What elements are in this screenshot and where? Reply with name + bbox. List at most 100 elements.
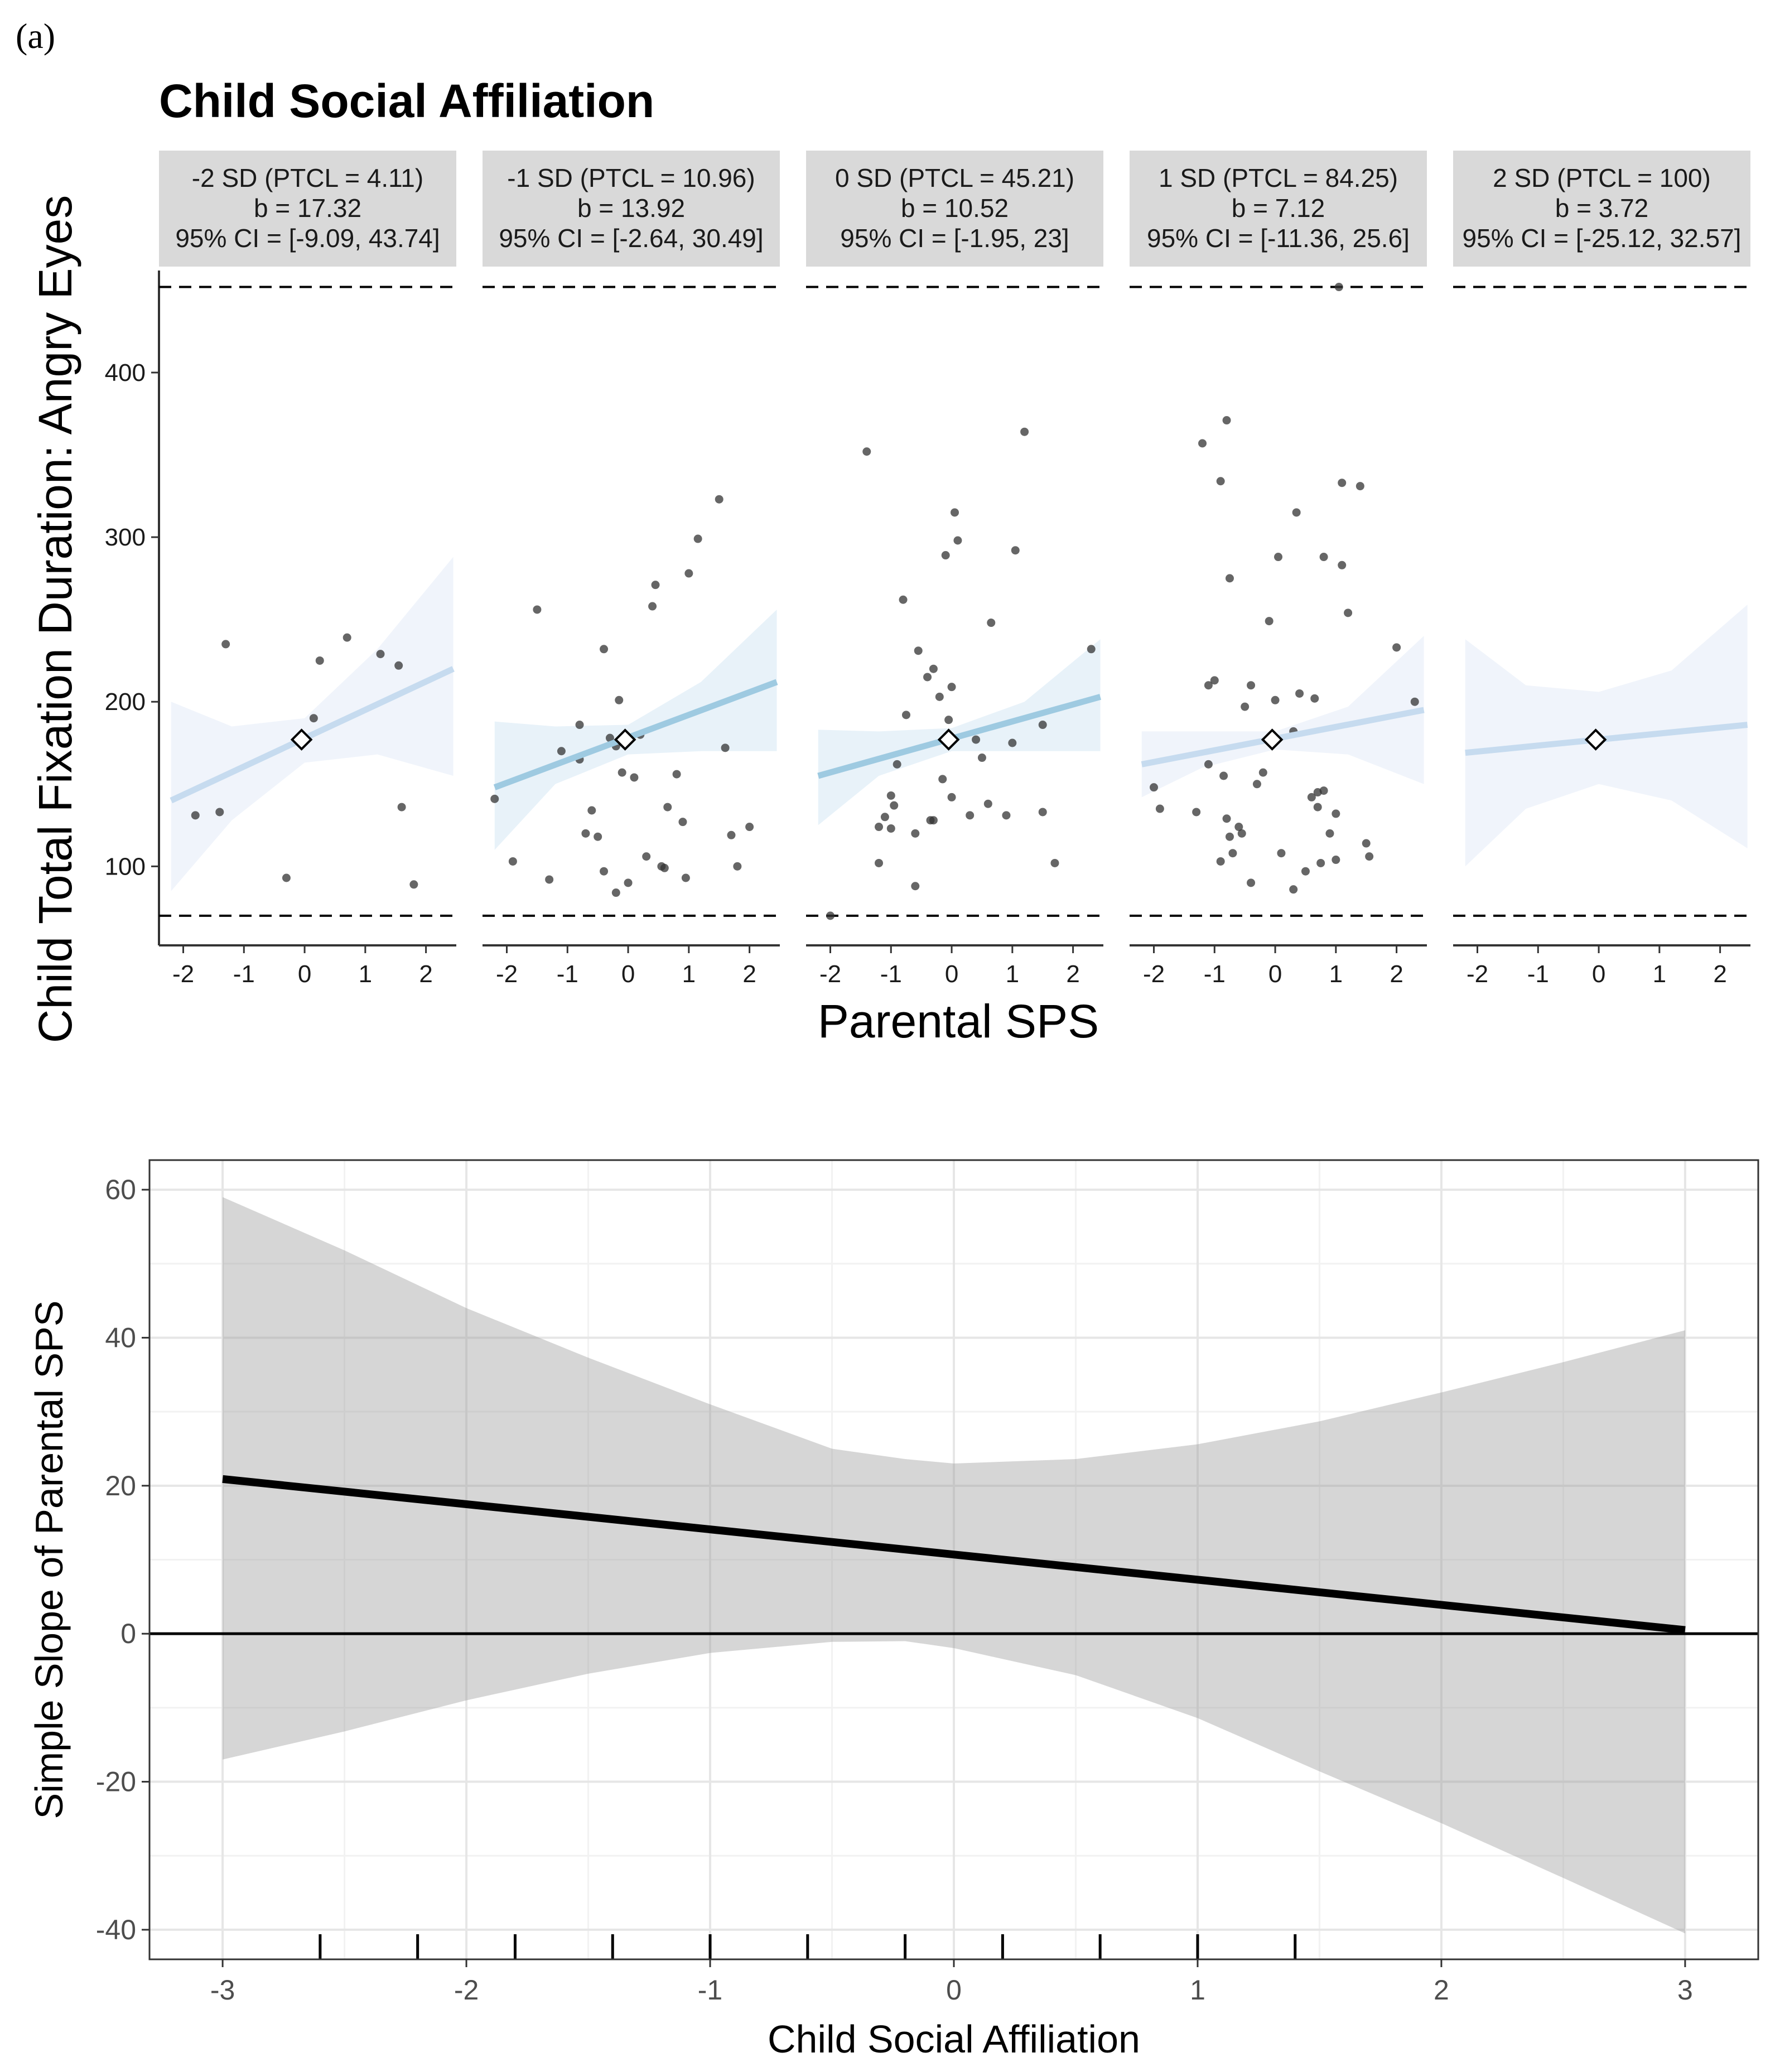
data-point [1038, 721, 1047, 730]
facet-strip-label: b = 13.92 [577, 194, 685, 223]
x-tick-label: -2 [454, 1974, 479, 2006]
data-point [1204, 760, 1213, 769]
data-point [1344, 608, 1353, 617]
data-point [947, 793, 956, 801]
data-point [575, 721, 584, 730]
x-tick-label: 0 [946, 1974, 962, 2006]
data-point [1274, 553, 1282, 562]
data-point [886, 791, 895, 800]
data-point [1198, 439, 1207, 448]
regression-line [817, 694, 1102, 779]
data-point [309, 714, 318, 723]
regression-line [493, 679, 778, 790]
data-point [972, 735, 981, 744]
data-point [721, 743, 730, 752]
data-point [1334, 283, 1343, 292]
data-point [1192, 808, 1201, 817]
data-point [745, 823, 754, 832]
data-point [681, 873, 690, 882]
data-point [508, 857, 517, 866]
x-tick-label: 0 [945, 960, 958, 988]
x-tick-label: 2 [1066, 960, 1079, 988]
data-point [672, 770, 681, 779]
panel-label: (a) [16, 16, 55, 56]
mean-diamond-marker [1584, 728, 1607, 751]
data-point [581, 829, 590, 838]
x-tick-label: 2 [1390, 960, 1403, 988]
confidence-band [818, 639, 1101, 825]
confidence-band [1141, 636, 1424, 798]
data-point [947, 683, 956, 692]
data-point [490, 794, 499, 803]
data-point [875, 823, 884, 832]
data-point [587, 806, 596, 815]
data-point [1222, 416, 1231, 425]
data-point [901, 711, 910, 719]
x-tick-label: 2 [1713, 960, 1726, 988]
data-point [1277, 849, 1286, 858]
data-point [663, 803, 672, 812]
x-axis-title: Parental SPS [818, 995, 1099, 1047]
y-tick-label: -40 [96, 1914, 136, 1945]
data-point [826, 911, 835, 920]
x-tick-label: 1 [359, 960, 372, 988]
data-point [660, 863, 669, 872]
data-point [1338, 479, 1347, 487]
data-point [1252, 780, 1261, 789]
facet-strip-label: 95% CI = [-2.64, 30.49] [499, 224, 763, 253]
regression-line [1465, 722, 1748, 756]
y-tick-label: 100 [105, 853, 146, 880]
data-point [1319, 553, 1328, 562]
mean-diamond-marker [1261, 728, 1284, 751]
data-point [394, 661, 403, 670]
data-point [533, 605, 542, 614]
data-point [1210, 676, 1219, 685]
mean-diamond-marker [614, 728, 636, 751]
data-point [1289, 885, 1298, 894]
facet-strip-label: -2 SD (PTCL = 4.11) [192, 163, 423, 192]
x-tick-label: -2 [496, 960, 518, 988]
data-point [1155, 804, 1164, 813]
data-point [693, 534, 702, 543]
data-point [886, 824, 895, 833]
data-point [1008, 738, 1017, 747]
y-tick-label: 300 [105, 524, 146, 551]
confidence-band [494, 609, 777, 850]
facet-strip-label: -1 SD (PTCL = 10.96) [507, 163, 755, 192]
data-point [1338, 561, 1347, 569]
x-tick-label: -1 [698, 1974, 722, 2006]
data-point [893, 760, 901, 769]
x-tick-label: 2 [1434, 1974, 1449, 2006]
facet-strip [159, 151, 456, 267]
data-point [1332, 809, 1340, 818]
data-point [1307, 793, 1316, 801]
data-point [605, 733, 614, 742]
data-point [678, 818, 687, 827]
data-point [1332, 856, 1340, 864]
data-point [630, 773, 639, 782]
x-tick-label: -2 [1467, 960, 1488, 988]
x-tick-label: -1 [557, 960, 578, 988]
mean-diamond-marker [290, 728, 313, 751]
x-tick-label: -1 [880, 960, 902, 988]
x-tick-label: 3 [1677, 1974, 1693, 2006]
facet-strip-label: 95% CI = [-1.95, 23] [840, 224, 1069, 253]
x-tick-label: -2 [819, 960, 841, 988]
data-point [1319, 786, 1328, 795]
data-point [1038, 808, 1047, 817]
y-tick-label: 200 [105, 688, 146, 716]
mean-diamond-marker [937, 728, 960, 751]
data-point [929, 664, 938, 673]
data-point [1011, 546, 1020, 555]
data-point [1310, 694, 1319, 703]
data-point [1225, 574, 1234, 583]
data-point [727, 830, 736, 839]
simple-slope-chart: -3 -2 -1 0 1 2 3 -40 -20 0 20 40 60 [96, 1159, 1759, 2006]
data-point [951, 508, 959, 517]
regression-line [170, 666, 455, 804]
data-point [1216, 857, 1225, 866]
data-point [1204, 681, 1213, 690]
facet-strip [1453, 151, 1750, 267]
data-point [1247, 681, 1256, 690]
